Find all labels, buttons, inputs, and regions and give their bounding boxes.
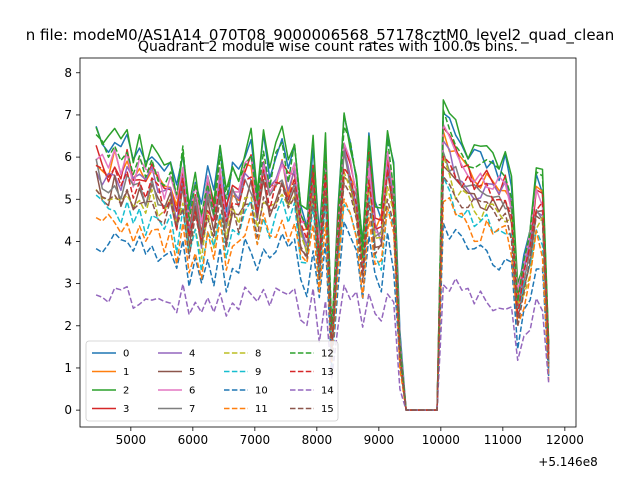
legend-label-3: 3 xyxy=(123,404,129,415)
x-tick-label: 9000 xyxy=(364,433,395,447)
legend-label-8: 8 xyxy=(255,349,261,360)
legend-label-9: 9 xyxy=(255,367,261,378)
series-line-12 xyxy=(95,109,550,411)
x-tick-label: 7000 xyxy=(240,433,271,447)
plot-area: 5000 6000 7000 8000 9000 10000 11000 1200001234… xyxy=(64,57,584,447)
x-tick-label: 10000 xyxy=(422,433,460,447)
x-offset-label: +5.146e8 xyxy=(538,455,597,469)
legend-label-10: 10 xyxy=(255,386,268,397)
x-tick-label: 6000 xyxy=(178,433,209,447)
legend-label-4: 4 xyxy=(189,349,195,360)
x-tick-label: 12000 xyxy=(546,433,584,447)
series-line-10 xyxy=(95,220,550,411)
y-tick-label: 4 xyxy=(64,234,72,248)
legend-label-15: 15 xyxy=(321,404,334,415)
legend-label-7: 7 xyxy=(189,404,195,415)
legend-label-12: 12 xyxy=(321,349,334,360)
y-tick-label: 8 xyxy=(64,66,72,80)
series-line-15 xyxy=(95,175,550,411)
legend-label-6: 6 xyxy=(189,386,195,397)
legend-label-5: 5 xyxy=(189,367,195,378)
series-line-9 xyxy=(95,176,550,411)
series-line-14 xyxy=(95,277,550,411)
x-tick-label: 5000 xyxy=(116,433,147,447)
suptitle: n file: modeM0/AS1A14_070T08_9000006568_… xyxy=(26,26,615,45)
y-tick-label: 0 xyxy=(64,403,72,417)
legend-label-14: 14 xyxy=(321,386,334,397)
legend-label-2: 2 xyxy=(123,386,129,397)
chart-title: Quadrant 2 module wise count rates with … xyxy=(138,39,518,55)
series-line-11 xyxy=(95,197,550,411)
y-tick-label: 2 xyxy=(64,319,72,333)
y-tick-label: 1 xyxy=(64,361,72,375)
legend-label-0: 0 xyxy=(123,349,129,360)
axes-frame xyxy=(79,57,577,428)
y-tick-label: 6 xyxy=(64,150,72,164)
x-tick-label: 11000 xyxy=(484,433,522,447)
legend-label-13: 13 xyxy=(321,367,334,378)
y-tick-label: 3 xyxy=(64,277,72,291)
series-group xyxy=(95,99,550,411)
series-line-13 xyxy=(95,155,550,411)
legend-label-1: 1 xyxy=(123,367,129,378)
y-tick-label: 7 xyxy=(64,108,72,122)
series-line-2 xyxy=(95,99,550,411)
legend-label-11: 11 xyxy=(255,404,268,415)
legend-box xyxy=(85,340,339,422)
x-tick-label: 8000 xyxy=(302,433,333,447)
y-tick-label: 5 xyxy=(64,192,72,206)
